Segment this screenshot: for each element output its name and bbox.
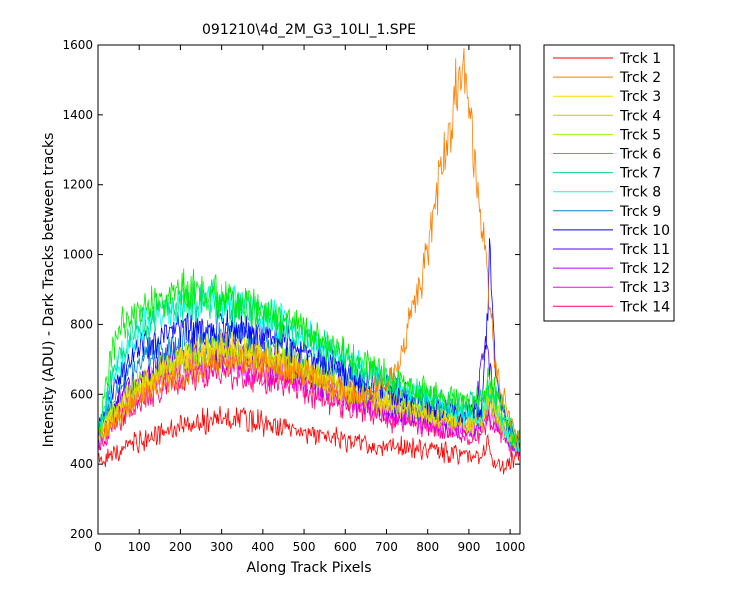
legend-items: Trck 1 Trck 2 Trck 3 Trck 4 Trck 5 Trck 6 Trck… [553,51,670,315]
series-line-1 [98,405,520,475]
legend-label: Trck 14 [619,299,670,315]
x-tick-label: 900 [457,540,480,554]
legend-label: Trck 13 [619,280,670,296]
legend-box [543,44,675,322]
y-tick-label: 200 [70,527,93,541]
plot-area: 0 100 200 300 400 500 600 700 800 900 1000 200 400 6… [62,38,525,554]
legend-label: Trck 9 [619,204,661,220]
legend-label: Trck 11 [619,242,670,258]
y-tick-label: 1400 [62,108,93,122]
y-tick-label: 1200 [62,178,93,192]
series-line-2 [98,48,520,443]
y-tick-label: 1600 [62,38,93,52]
y-axis-ticks: 200 400 600 800 1000 1200 1400 1600 [62,38,520,541]
x-tick-label: 100 [128,540,151,554]
legend-label: Trck 5 [619,127,661,143]
y-axis-label: Intensity (ADU) - Dark Tracks between tr… [41,133,57,448]
axes-background [98,45,520,534]
y-tick-label: 600 [70,387,93,401]
axes-box [97,44,521,535]
legend-label: Trck 12 [619,261,670,277]
x-tick-label: 800 [416,540,439,554]
y-tick-label: 800 [70,317,93,331]
legend-label: Trck 6 [619,147,661,163]
x-tick-label: 700 [375,540,398,554]
legend-label: Trck 7 [619,166,661,182]
x-tick-label: 600 [334,540,357,554]
x-tick-label: 0 [94,540,102,554]
legend-label: Trck 1 [619,51,661,67]
legend-label: Trck 4 [619,108,661,124]
x-tick-label: 400 [251,540,274,554]
series-line-6 [98,268,520,446]
legend-label: Trck 2 [619,70,661,86]
legend-label: Trck 10 [619,223,670,239]
x-axis-ticks: 0 100 200 300 400 500 600 700 800 900 1000 [94,45,525,554]
legend-label: Trck 8 [619,185,661,201]
legend: Trck 1 Trck 2 Trck 3 Trck 4 Trck 5 Trck 6 Trck… [543,44,675,322]
chart-title: 091210\4d_2M_G3_10LI_1.SPE [202,22,416,38]
y-tick-label: 1000 [62,248,93,262]
series-layer [98,48,520,475]
legend-label: Trck 3 [619,89,661,105]
x-tick-label: 300 [210,540,233,554]
series-line-7 [98,279,520,445]
x-axis-label: Along Track Pixels [246,560,371,576]
x-tick-label: 500 [293,540,316,554]
x-tick-label: 200 [169,540,192,554]
y-tick-label: 400 [70,457,93,471]
x-tick-label: 1000 [495,540,526,554]
series-line-4 [98,338,520,453]
